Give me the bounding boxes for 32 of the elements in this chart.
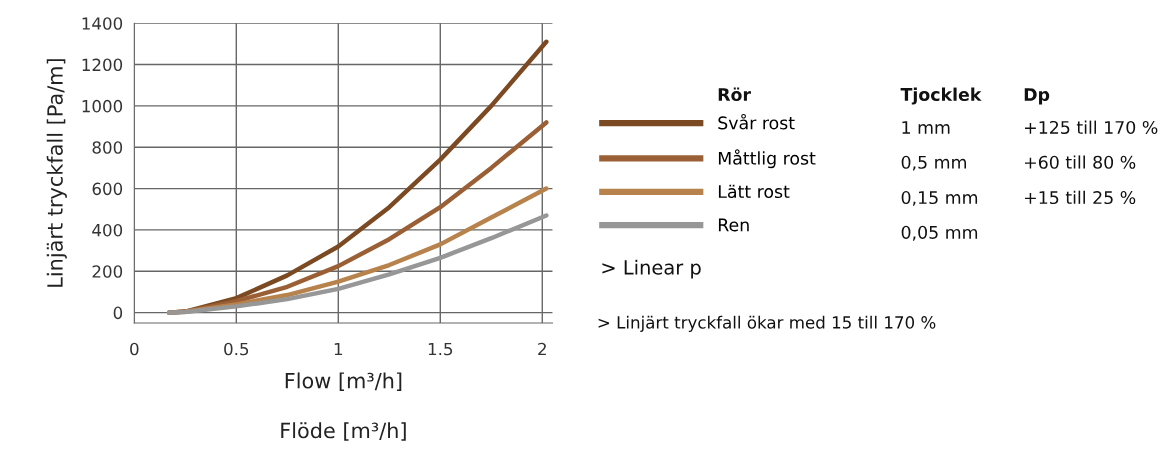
- y-tick-label: 1400: [82, 17, 123, 30]
- text: Flow [m³/h] Flöde [m³/h]: [281, 372, 406, 441]
- text: Lätt rost: [718, 184, 790, 199]
- y-tick-label: 200: [92, 265, 123, 278]
- text: 0,05 mm: [901, 225, 978, 241]
- text: Ren: [718, 218, 749, 232]
- text: Svår rost: [718, 113, 795, 130]
- text: 0,15 mm: [901, 190, 978, 206]
- y-axis-title: Linjärt tryckfall [Pa/m]: [46, 59, 67, 287]
- text: 1 mm: [902, 121, 950, 134]
- x-tick-label: 0.5: [224, 342, 249, 356]
- text: > Linjärt tryckfall ökar med 15 till 170 %: [598, 315, 936, 332]
- text: Måttlig rost: [718, 149, 816, 169]
- y-tick-label: 1200: [82, 58, 123, 72]
- x-tick-label: 2: [538, 342, 546, 356]
- text: +15 till 25 %: [1025, 190, 1136, 205]
- text: +125 till 170 %: [1025, 120, 1158, 135]
- y-tick-label: 400: [92, 223, 123, 237]
- x-tick-label: 1.5: [428, 342, 453, 356]
- text: Rör: [718, 87, 751, 102]
- y-tick-label: 800: [92, 141, 123, 154]
- y-tick-label: 0: [113, 306, 123, 320]
- text: > Linear p: [602, 259, 701, 279]
- x-tick-label: 0: [130, 342, 139, 356]
- text: Dp: [1024, 88, 1050, 105]
- y-tick-label: 600: [92, 182, 123, 196]
- text: Tjocklek: [900, 87, 982, 105]
- line-series: [166, 213, 549, 315]
- text: +60 till 80 %: [1025, 155, 1136, 169]
- text: 0,5 mm: [901, 155, 967, 171]
- y-tick-label: 1000: [82, 99, 123, 113]
- x-tick-label: 1: [334, 342, 343, 356]
